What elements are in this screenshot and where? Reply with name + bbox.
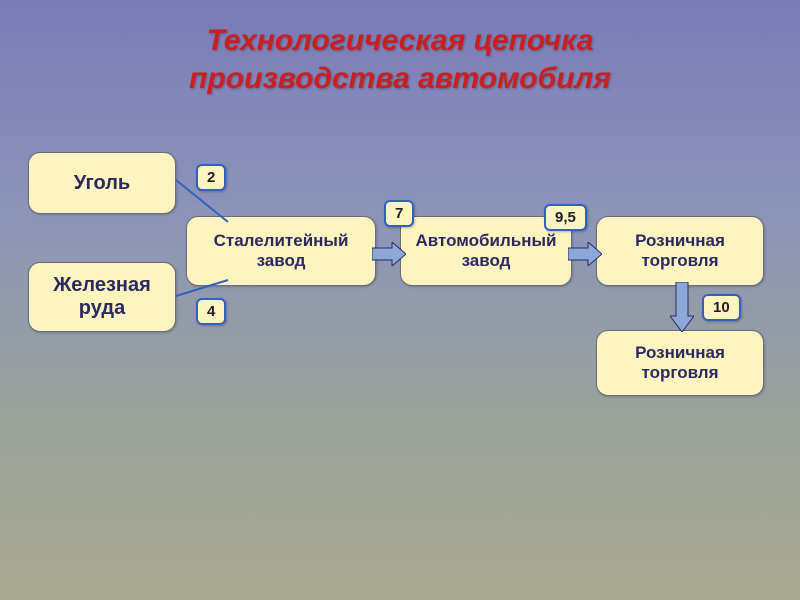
arrow-steel-to-auto bbox=[372, 242, 406, 266]
node-retail1-label: Розничная торговля bbox=[605, 231, 755, 271]
arrow-retail1-to-retail2 bbox=[670, 282, 694, 332]
badge-9-5-value: 9,5 bbox=[555, 209, 576, 226]
badge-7-value: 7 bbox=[395, 205, 403, 222]
title-line1: Технологическая цепочка bbox=[207, 24, 594, 57]
badge-4-value: 4 bbox=[207, 303, 215, 320]
badge-9-5: 9,5 bbox=[544, 204, 587, 231]
node-auto-label: Автомобильный завод bbox=[409, 231, 563, 271]
badge-10-value: 10 bbox=[713, 299, 730, 316]
page-title: Технологическая цепочка производства авт… bbox=[0, 22, 800, 97]
node-coal-label: Уголь bbox=[74, 172, 130, 195]
node-retail2: Розничная торговля bbox=[596, 330, 764, 396]
node-retail1: Розничная торговля bbox=[596, 216, 764, 286]
badge-10: 10 bbox=[702, 294, 741, 321]
badge-4: 4 bbox=[196, 298, 226, 325]
title-line2: производства автомобиля bbox=[189, 62, 611, 95]
node-coal: Уголь bbox=[28, 152, 176, 214]
node-ironore-label: Железная руда bbox=[37, 274, 167, 320]
badge-7: 7 bbox=[384, 200, 414, 227]
node-steel-label: Сталелитейный завод bbox=[195, 231, 367, 271]
node-retail2-label: Розничная торговля bbox=[605, 343, 755, 383]
badge-2-value: 2 bbox=[207, 169, 215, 186]
node-steel: Сталелитейный завод bbox=[186, 216, 376, 286]
badge-2: 2 bbox=[196, 164, 226, 191]
node-ironore: Железная руда bbox=[28, 262, 176, 332]
arrow-auto-to-retail1 bbox=[568, 242, 602, 266]
